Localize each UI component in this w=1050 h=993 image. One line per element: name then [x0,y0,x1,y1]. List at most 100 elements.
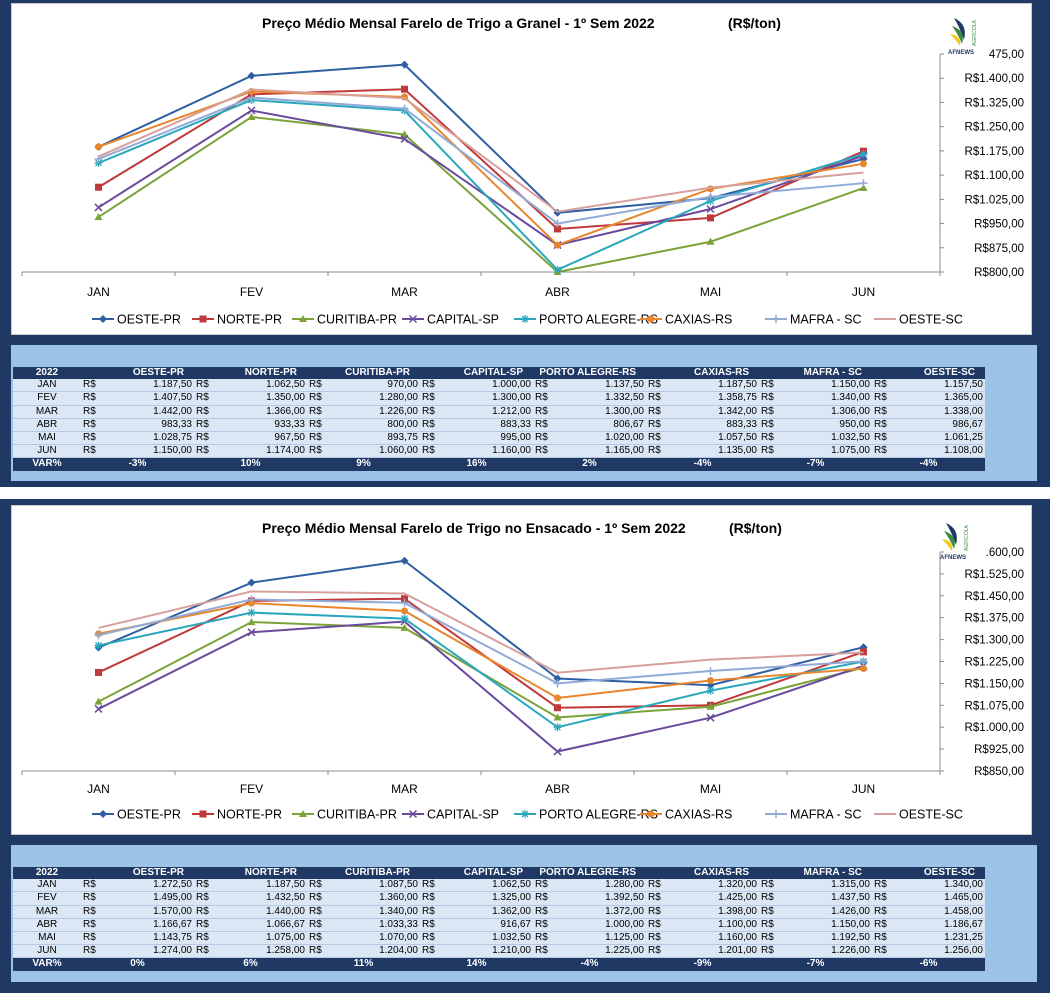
ensacado-y-tick-label: R$1.525,00 [965,569,1024,581]
granel-afnews-logo-icon [950,18,965,46]
table-value-cell: 1.338,00 [902,405,985,419]
table-currency-cell: R$ [646,931,676,946]
table-currency-cell: R$ [194,931,224,946]
table-currency-cell: R$ [420,444,450,459]
table-row-label: JAN [13,379,81,393]
ensacado-legend-label: NORTE-PR [217,808,282,822]
granel-x-tick-label-jan: JAN [87,285,110,299]
table-currency-cell: R$ [307,931,337,946]
granel-legend-item-norte-pr: NORTE-PR [192,313,282,327]
granel-series-oeste-sc [98,88,864,213]
table-currency-cell: R$ [307,391,337,406]
table-currency-cell: R$ [872,879,902,893]
table-value-cell: 1.000,00 [563,918,646,932]
granel-point-porto-alegre-rs-abr [553,265,562,274]
table-row-label: MAR [13,405,81,419]
table-currency-cell: R$ [194,891,224,906]
granel-table-header-caxias-rs: CAXIAS-RS [646,367,759,380]
granel-legend-label: CURITIBA-PR [317,313,397,327]
ensacado-table-header-row: 2022 OESTE-PR NORTE-PR CURITIBA-PR CAPITAL-S… [13,867,985,880]
granel-legend-marker [521,315,529,323]
granel-table-row-jun: JUN R$ 1.150,00 R$ 1.174,00 R$ 1.060,00 R$ 1.160… [13,444,985,459]
table-value-cell: 1.061,25 [902,431,985,446]
granel-table-header-mafra-sc: MAFRA - SC [759,367,872,380]
table-var-value: 2% [533,457,646,471]
ensacado-series-mafra-sc [94,595,868,688]
granel-table-header-norte-pr: NORTE-PR [194,367,307,380]
granel-table-header-curitiba-pr: CURITIBA-PR [307,367,420,380]
table-value-cell: 1.150,00 [789,379,872,393]
table-currency-cell: R$ [533,905,563,919]
ensacado-point-curitiba-pr-fev [247,618,256,626]
granel-legend-marker [647,315,655,323]
granel-y-tick-label: R$800,00 [974,267,1024,279]
ensacado-series-line-capital-sp [98,620,864,753]
ensacado-table-row-jan: JAN R$ 1.272,50 R$ 1.187,50 R$ 1.087,50 R$ 1.062… [13,879,985,893]
table-value-cell: 1.075,00 [224,931,307,946]
table-value-cell: 1.231,25 [902,931,985,946]
ensacado-legend-label: OESTE-SC [899,808,963,822]
granel-point-norte-pr-abr [554,225,561,233]
ensacado-x-tick-label-mai: MAI [700,782,721,796]
table-currency-cell: R$ [646,391,676,406]
ensacado-price-table: 2022 OESTE-PR NORTE-PR CURITIBA-PR CAPITAL-S… [13,867,985,971]
granel-point-capital-sp-mar [400,134,409,143]
table-value-cell: 1.280,00 [337,391,420,406]
table-value-cell: 1.174,00 [224,444,307,459]
table-currency-cell: R$ [872,918,902,932]
table-var-value: 14% [420,957,533,971]
granel-y-tick-label: R$1.025,00 [965,194,1024,206]
ensacado-legend-marker [408,809,418,819]
granel-legend-label: CAPITAL-SP [427,313,499,327]
table-currency-cell: R$ [646,418,676,432]
table-var-value: -4% [872,457,985,471]
granel-legend-marker [99,315,107,323]
table-value-cell: 893,75 [337,431,420,446]
ensacado-point-caxias-rs-abr [554,694,561,702]
table-value-cell: 1.432,50 [224,891,307,906]
table-currency-cell: R$ [420,891,450,906]
ensacado-table-header-2022: 2022 [13,867,81,880]
granel-table-header-oeste-sc: OESTE-SC [872,367,985,380]
ensacado-afnews-logo-icon [942,523,957,551]
ensacado-legend-label: OESTE-PR [117,808,181,822]
ensacado-point-oeste-pr-mai [706,681,715,690]
table-currency-cell: R$ [194,431,224,446]
table-value-cell: 1.135,00 [676,444,759,459]
granel-series-line-porto-alegre-rs [98,99,864,272]
table-currency-cell: R$ [81,891,111,906]
table-var-value: 11% [307,957,420,971]
granel-point-curitiba-pr-mai [706,237,715,245]
table-value-cell: 1.000,00 [450,379,533,393]
table-currency-cell: R$ [307,891,337,906]
ensacado-y-tick-label: R$1.150,00 [965,678,1024,690]
table-currency-cell: R$ [194,405,224,419]
table-currency-cell: R$ [872,891,902,906]
granel-point-norte-pr-jan [95,183,102,191]
granel-point-porto-alegre-rs-mai [706,196,715,205]
ensacado-point-norte-pr-mar [401,595,408,603]
table-value-cell: 1.137,50 [563,379,646,393]
granel-table-row-fev: FEV R$ 1.407,50 R$ 1.350,00 R$ 1.280,00 R$ 1.300… [13,391,985,406]
granel-y-tick-label: R$1.100,00 [965,170,1024,182]
table-currency-cell: R$ [194,879,224,893]
granel-legend-marker [408,314,418,324]
table-currency-cell: R$ [307,431,337,446]
ensacado-point-norte-pr-abr [554,704,561,712]
ensacado-point-porto-alegre-rs-abr [553,723,562,732]
table-currency-cell: R$ [646,431,676,446]
table-currency-cell: R$ [81,879,111,893]
granel-legend-marker [772,315,780,323]
ensacado-table-header-oeste-pr: OESTE-PR [81,867,194,880]
granel-legend-marker [199,315,207,323]
ensacado-series-capital-sp [94,617,868,756]
table-currency-cell: R$ [194,944,224,959]
table-value-cell: 933,33 [224,418,307,432]
table-value-cell: 1.372,00 [563,905,646,919]
table-value-cell: 1.186,67 [902,918,985,932]
table-value-cell: 1.437,50 [789,891,872,906]
table-row-label: MAI [13,431,81,446]
table-value-cell: 1.160,00 [450,444,533,459]
table-value-cell: 1.362,00 [450,905,533,919]
table-currency-cell: R$ [533,444,563,459]
